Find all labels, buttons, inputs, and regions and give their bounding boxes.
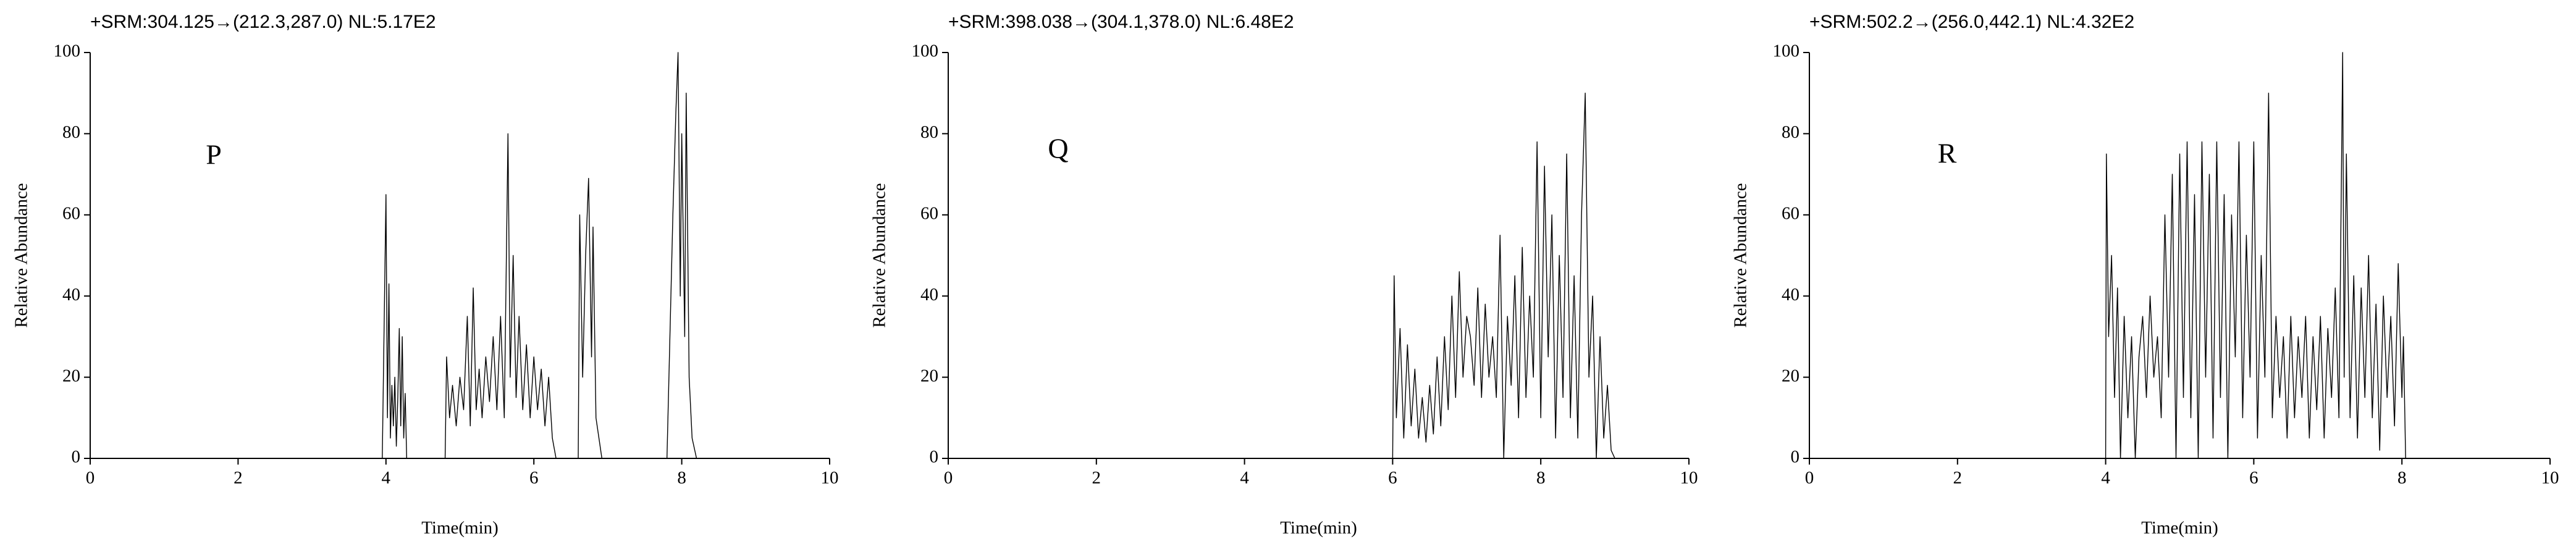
- y-tick-label: 100: [1773, 41, 1800, 61]
- annotation: P: [206, 139, 222, 171]
- y-axis-label: Relative Abundance: [12, 183, 32, 327]
- x-tick-label: 10: [2541, 468, 2559, 488]
- x-tick-label: 2: [1092, 468, 1101, 488]
- y-tick-label: 80: [1782, 122, 1799, 142]
- y-tick-label: 80: [920, 122, 938, 142]
- y-axis-label: Relative Abundance: [1731, 183, 1751, 327]
- x-axis-label: Time(min): [2141, 518, 2218, 538]
- data-line: [382, 52, 697, 459]
- y-tick-label: 60: [920, 203, 938, 223]
- y-tick-label: 0: [72, 447, 81, 467]
- x-tick-label: 0: [944, 468, 953, 488]
- annotation: R: [1938, 138, 1957, 169]
- x-tick-label: 10: [1680, 468, 1698, 488]
- y-tick-label: 80: [62, 122, 80, 142]
- y-tick-label: 40: [1782, 285, 1799, 305]
- x-tick-label: 4: [1240, 468, 1249, 488]
- y-tick-label: 20: [62, 366, 80, 385]
- x-tick-label: 8: [1536, 468, 1546, 488]
- y-tick-label: 100: [54, 41, 81, 61]
- x-tick-label: 2: [1953, 468, 1963, 488]
- y-tick-label: 20: [920, 366, 938, 385]
- y-axis-label: Relative Abundance: [870, 183, 890, 327]
- chart-title: +SRM:398.038→(304.1,378.0) NL:6.48E2: [948, 12, 1294, 32]
- annotation: Q: [1048, 133, 1068, 164]
- y-tick-label: 40: [62, 285, 80, 305]
- y-tick-label: 60: [1782, 203, 1799, 223]
- x-tick-label: 8: [677, 468, 686, 488]
- data-line: [1392, 93, 1615, 459]
- x-axis-label: Time(min): [1280, 518, 1357, 538]
- y-tick-label: 60: [62, 203, 80, 223]
- x-tick-label: 6: [529, 468, 539, 488]
- chart-title: +SRM:502.2→(256.0,442.1) NL:4.32E2: [1809, 12, 2134, 32]
- x-tick-label: 4: [382, 468, 391, 488]
- chart-title: +SRM:304.125→(212.3,287.0) NL:5.17E2: [90, 12, 436, 32]
- x-tick-label: 0: [86, 468, 95, 488]
- x-tick-label: 6: [1388, 468, 1397, 488]
- x-tick-label: 6: [2249, 468, 2258, 488]
- x-tick-label: 8: [2397, 468, 2407, 488]
- data-line: [2105, 52, 2406, 459]
- y-tick-label: 0: [930, 447, 939, 467]
- y-tick-label: 100: [912, 41, 939, 61]
- y-tick-label: 40: [920, 285, 938, 305]
- x-tick-label: 10: [821, 468, 839, 488]
- x-tick-label: 4: [2101, 468, 2110, 488]
- y-tick-label: 0: [1791, 447, 1800, 467]
- x-tick-label: 0: [1805, 468, 1814, 488]
- x-axis-label: Time(min): [421, 518, 499, 538]
- x-tick-label: 2: [234, 468, 243, 488]
- y-tick-label: 20: [1782, 366, 1799, 385]
